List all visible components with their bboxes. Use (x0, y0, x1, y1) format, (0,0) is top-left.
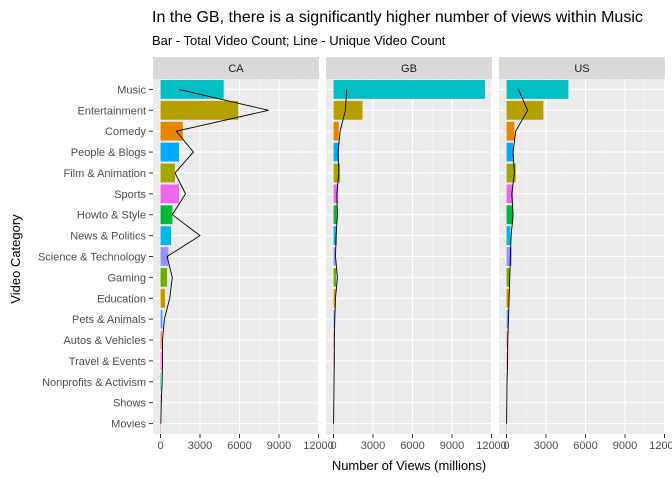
x-tick-label: 12000 (303, 440, 334, 452)
bar-us-autos-vehicles (506, 330, 508, 350)
y-tick-label: Howto & Style (77, 210, 146, 222)
bar-us-howto-style (506, 205, 514, 225)
bar-gb-comedy (333, 121, 339, 141)
x-tick-label: 0 (503, 440, 509, 452)
bar-gb-music (333, 80, 485, 99)
bar-gb-pets-animals (333, 309, 335, 329)
facet-strip-label: US (574, 63, 589, 75)
y-tick-label: Pets & Animals (72, 314, 146, 326)
x-tick-label: 9000 (440, 440, 464, 452)
bar-us-news-politics (506, 226, 511, 246)
y-tick-label: Autos & Vehicles (63, 335, 146, 347)
bar-ca-travel-events (160, 351, 162, 371)
facet-strip (326, 57, 492, 79)
y-tick-label: Science & Technology (38, 252, 147, 264)
bar-gb-entertainment (333, 100, 363, 120)
y-tick-label: Music (117, 84, 146, 96)
bar-gb-gaming (333, 267, 337, 287)
y-tick-label: Travel & Events (69, 356, 147, 368)
facet-strip (499, 57, 665, 79)
x-tick-label: 12000 (649, 440, 672, 452)
y-tick-label: Sports (114, 189, 146, 201)
bar-gb-news-politics (333, 226, 337, 246)
x-tick-label: 3000 (534, 440, 558, 452)
facet-panel-ca: CA 0 3000 6000 9000 12000 (153, 57, 334, 452)
bar-us-film-animation (506, 163, 516, 183)
x-tick-label: 6000 (227, 440, 251, 452)
bar-ca-pets-animals (160, 309, 163, 329)
bar-gb-people-blogs (333, 142, 339, 162)
x-axis-title: Number of Views (millions) (332, 458, 486, 473)
y-tick-label: Movies (111, 419, 146, 431)
x-tick-label: 12000 (476, 440, 507, 452)
x-tick-label: 0 (330, 440, 336, 452)
x-tick-label: 3000 (188, 440, 212, 452)
bar-ca-comedy (160, 121, 183, 141)
bar-us-sports (506, 184, 514, 204)
y-tick-label: Film & Animation (63, 168, 146, 180)
y-tick-label: Comedy (105, 126, 146, 138)
bar-ca-education (160, 288, 166, 308)
bar-ca-shows (160, 393, 161, 413)
unique-count-line-us (506, 89, 529, 424)
bar-gb-science-technology (333, 247, 336, 266)
bar-ca-nonprofits-activism (160, 372, 162, 392)
bar-us-comedy (506, 121, 515, 141)
facet-panels: CA 0 3000 6000 9000 12000 GB 0 3000 6000 9000 12000… (153, 57, 672, 452)
x-tick-label: 6000 (400, 440, 424, 452)
bar-us-gaming (506, 267, 510, 287)
x-tick-label: 9000 (613, 440, 637, 452)
unique-count-line-ca (160, 88, 269, 424)
bar-ca-entertainment (160, 100, 239, 120)
y-tick-label: Gaming (107, 272, 146, 284)
bar-ca-film-animation (160, 163, 175, 183)
bar-us-entertainment (506, 100, 544, 120)
y-tick-label: Education (97, 293, 146, 305)
bar-gb-education (333, 288, 336, 308)
facet-strip-label: GB (401, 63, 417, 75)
x-tick-label: 9000 (267, 440, 291, 452)
bar-ca-science-technology (160, 247, 169, 266)
chart-subtitle: Bar - Total Video Count; Line - Unique V… (152, 33, 446, 48)
bar-us-music (506, 80, 569, 99)
y-tick-labels: Music Entertainment Comedy People & Blogs Fi… (38, 84, 153, 431)
bar-gb-howto-style (333, 205, 337, 225)
y-tick-label: People & Blogs (71, 147, 147, 159)
bar-gb-film-animation (333, 163, 341, 183)
bar-ca-gaming (160, 267, 168, 287)
bar-ca-people-blogs (160, 142, 179, 162)
y-tick-label: News & Politics (70, 231, 146, 243)
facet-strip-label: CA (228, 63, 244, 75)
bar-gb-sports (333, 184, 339, 204)
facet-panel-us: US 0 3000 6000 9000 12000 (499, 57, 672, 452)
bar-ca-music (160, 80, 224, 99)
bar-us-education (506, 288, 510, 308)
bar-ca-autos-vehicles (160, 330, 162, 350)
x-tick-label: 0 (157, 440, 163, 452)
facet-panel-gb: GB 0 3000 6000 9000 12000 (326, 57, 507, 452)
y-tick-label: Nonprofits & Activism (42, 377, 146, 389)
y-axis-title: Video Category (8, 214, 23, 304)
y-tick-label: Entertainment (78, 105, 146, 117)
bar-us-people-blogs (506, 142, 514, 162)
bar-us-science-technology (506, 247, 512, 266)
bar-ca-howto-style (160, 205, 173, 225)
bar-us-pets-animals (506, 309, 509, 329)
x-tick-label: 3000 (361, 440, 385, 452)
bar-ca-sports (160, 184, 179, 204)
y-tick-label: Shows (113, 398, 147, 410)
bar-us-travel-events (506, 351, 508, 371)
unique-count-line-gb (333, 89, 348, 424)
facet-strip (153, 57, 319, 79)
x-tick-label: 6000 (573, 440, 597, 452)
bar-ca-news-politics (160, 226, 172, 246)
chart-title: In the GB, there is a significantly high… (152, 9, 643, 26)
